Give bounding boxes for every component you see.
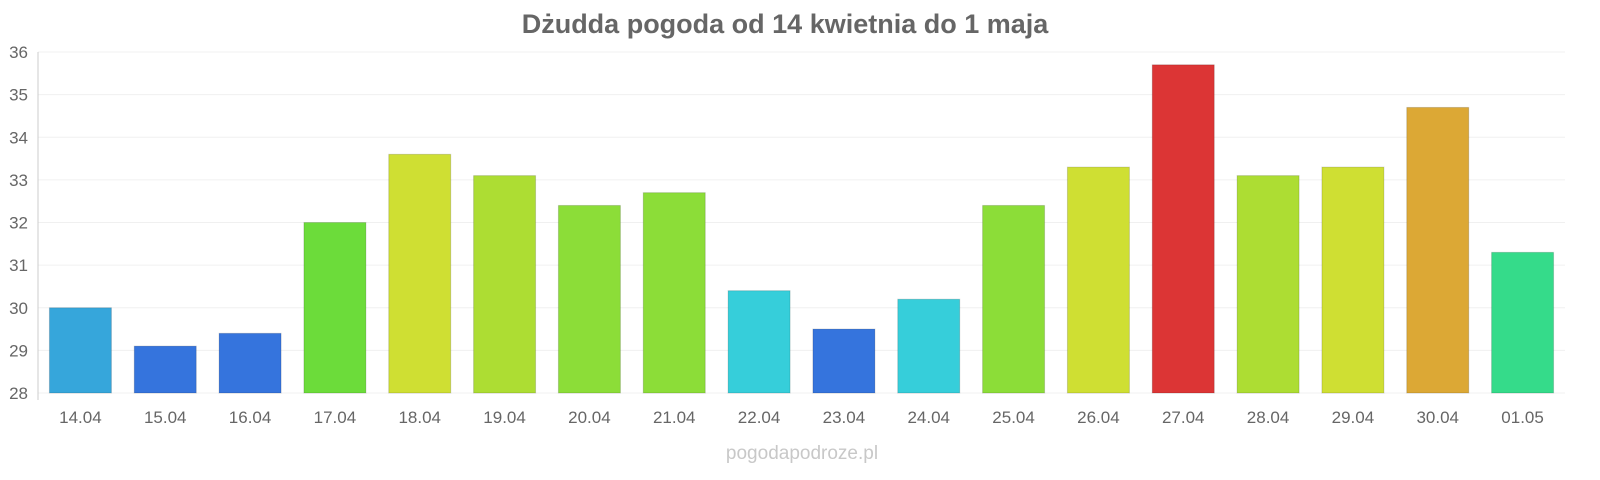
bar-26.04 [1066,166,1130,394]
y-tick-label: 33 [9,171,28,190]
x-tick-label: 16.04 [229,408,272,427]
bar-17.04 [303,222,367,394]
bar-24.04 [897,298,961,394]
y-tick-label: 32 [9,214,28,233]
bar-27.04 [1151,64,1215,394]
x-tick-label: 23.04 [823,408,866,427]
bar-15.04 [133,345,197,394]
y-tick-label: 29 [9,341,28,360]
x-tick-label: 27.04 [1162,408,1205,427]
x-tick-label: 28.04 [1247,408,1290,427]
y-tick-label: 31 [9,256,28,275]
gridlines [38,51,1565,394]
x-tick-label: 17.04 [314,408,357,427]
bar-19.04 [473,175,537,394]
y-tick-label: 35 [9,86,28,105]
bar-14.04 [48,307,112,394]
y-tick-label: 34 [9,128,28,147]
bar-22.04 [727,290,791,394]
bar-30.04 [1406,106,1470,394]
bar-29.04 [1321,166,1385,394]
x-tick-label: 22.04 [738,408,781,427]
bars [48,64,1555,394]
x-tick-label: 29.04 [1332,408,1375,427]
x-tick-label: 21.04 [653,408,696,427]
x-tick-label: 20.04 [568,408,611,427]
x-tick-label: 26.04 [1077,408,1120,427]
bar-23.04 [812,328,876,394]
bar-16.04 [218,332,282,394]
y-tick-label: 28 [9,384,28,403]
chart-title: Dżudda pogoda od 14 kwietnia do 1 maja [522,9,1050,39]
x-tick-label: 30.04 [1416,408,1459,427]
y-tick-label: 30 [9,299,28,318]
y-axis: 28 29 30 31 32 33 34 35 36 [9,43,28,403]
x-tick-label: 24.04 [907,408,950,427]
x-tick-label: 14.04 [59,408,102,427]
x-tick-label: 18.04 [398,408,441,427]
bar-28.04 [1236,175,1300,394]
bar-25.04 [982,204,1046,394]
x-tick-label: 15.04 [144,408,187,427]
x-tick-label: 19.04 [483,408,526,427]
watermark: pogodapodroze.pl [726,443,878,464]
bar-01.05 [1491,251,1555,394]
bar-21.04 [642,192,706,394]
bar-18.04 [388,153,452,394]
y-tick-label: 36 [9,43,28,62]
x-axis: 14.04 15.04 16.04 17.04 18.04 19.04 20.04 21.04… [59,408,1544,427]
x-tick-label: 01.05 [1501,408,1544,427]
bar-20.04 [557,204,621,394]
x-tick-label: 25.04 [992,408,1035,427]
